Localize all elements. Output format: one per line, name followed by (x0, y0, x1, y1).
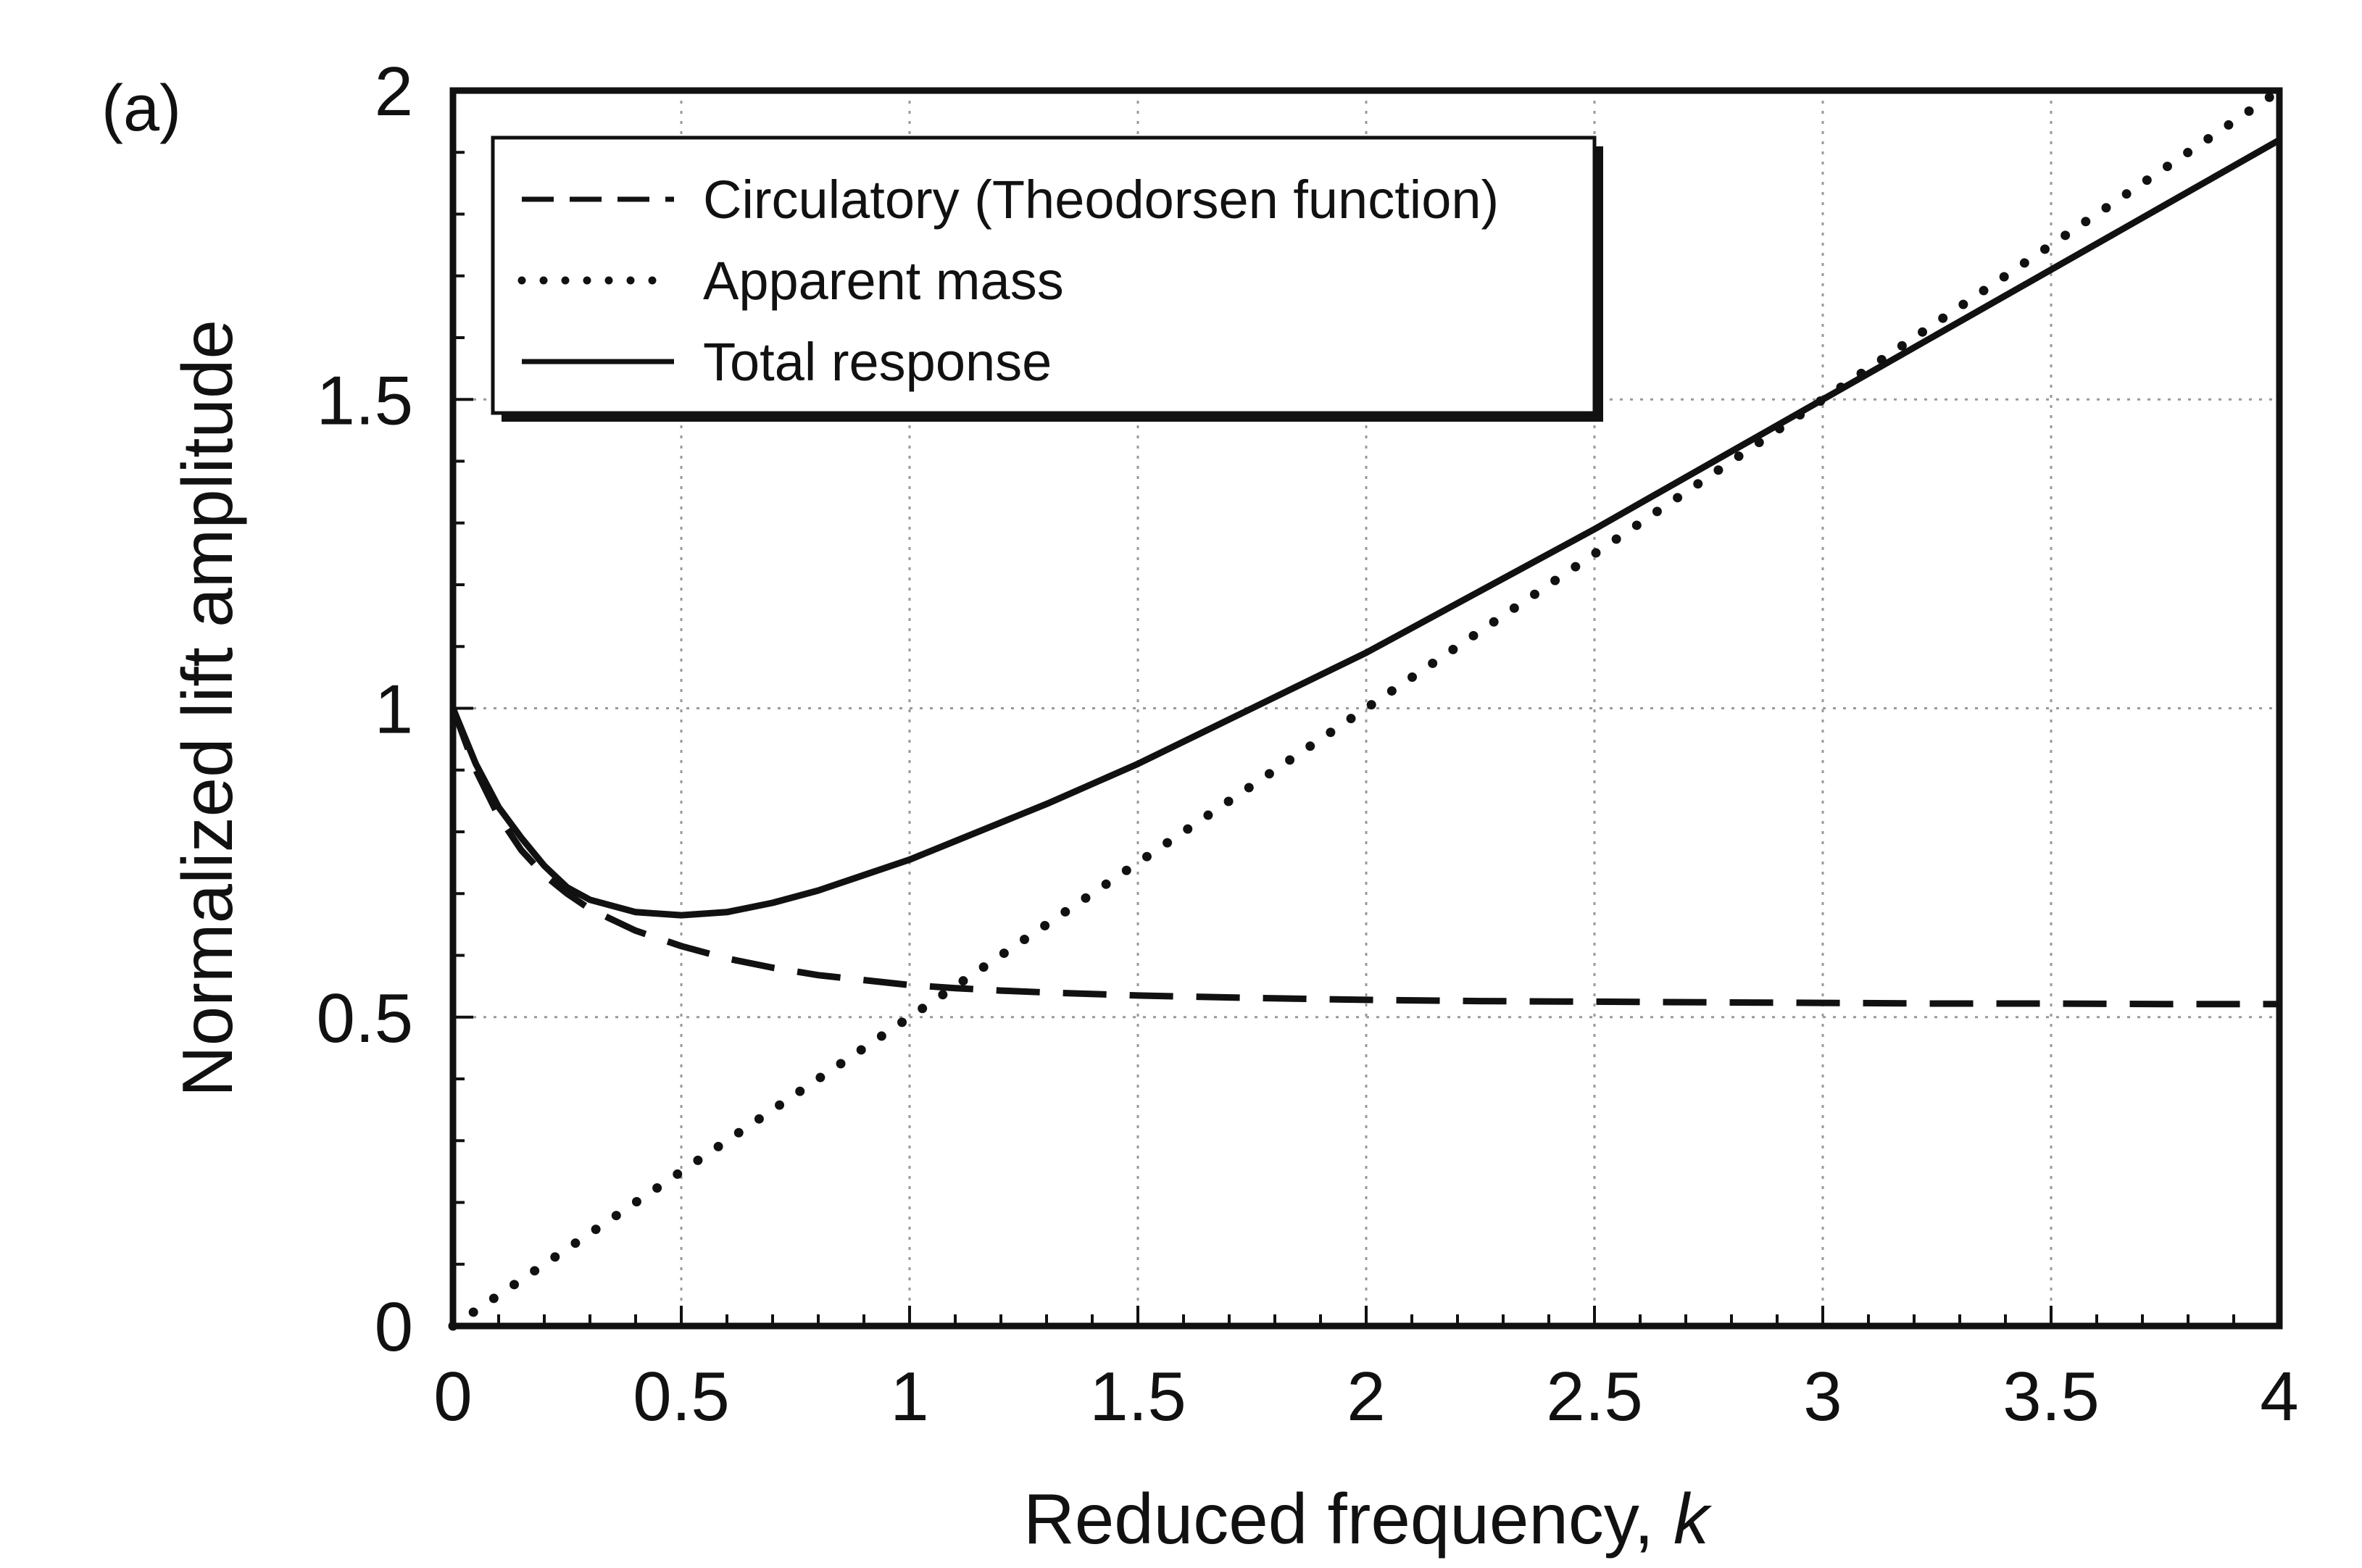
ticks (452, 89, 2281, 1327)
y-tick-label-1: 0.5 (317, 980, 413, 1057)
x-axis-label-variable: k (1673, 1479, 1713, 1559)
x-tick-label-2: 1 (890, 1358, 928, 1435)
series-line-solid (449, 137, 2282, 919)
legend-label-0: Circulatory (Theodorsen function) (703, 170, 1499, 230)
x-tick-label-1: 0.5 (633, 1358, 729, 1435)
series-line-dashed (449, 706, 2279, 1008)
x-tick-label-3: 1.5 (1089, 1358, 1186, 1435)
x-tick-labels: 0 0.5 1 1.5 2 2.5 3 3.5 4 (433, 1358, 2298, 1435)
y-tick-label-4: 2 (375, 53, 413, 130)
x-tick-label-7: 3.5 (2003, 1358, 2099, 1435)
x-tick-label-4: 2 (1347, 1358, 1385, 1435)
legend-items: Circulatory (Theodorsen function) Apparen… (517, 170, 1499, 392)
x-tick-label-5: 2.5 (1546, 1358, 1642, 1435)
y-tick-labels: 0 0.5 1 1.5 2 (317, 53, 413, 1366)
legend-label-2: Total response (703, 332, 1052, 392)
legend-box (491, 135, 1597, 415)
y-axis-label: Normalized lift amplitude (167, 320, 247, 1097)
y-tick-label-0: 0 (375, 1288, 413, 1366)
x-tick-label-0: 0 (433, 1358, 472, 1435)
x-tick-label-8: 4 (2260, 1358, 2298, 1435)
legend-label-1: Apparent mass (703, 251, 1064, 311)
y-tick-label-2: 1 (375, 671, 413, 748)
legend: Circulatory (Theodorsen function) Apparen… (491, 135, 1603, 422)
x-tick-label-6: 3 (1803, 1358, 1842, 1435)
y-tick-label-3: 1.5 (317, 362, 413, 439)
series-layer (448, 86, 2284, 1331)
x-axis-label: Reduced frequency, k (1023, 1479, 1713, 1559)
series-line-dotted (448, 86, 2284, 1331)
x-axis-label-text: Reduced frequency, (1023, 1479, 1673, 1559)
panel-label: (a) (101, 72, 181, 145)
